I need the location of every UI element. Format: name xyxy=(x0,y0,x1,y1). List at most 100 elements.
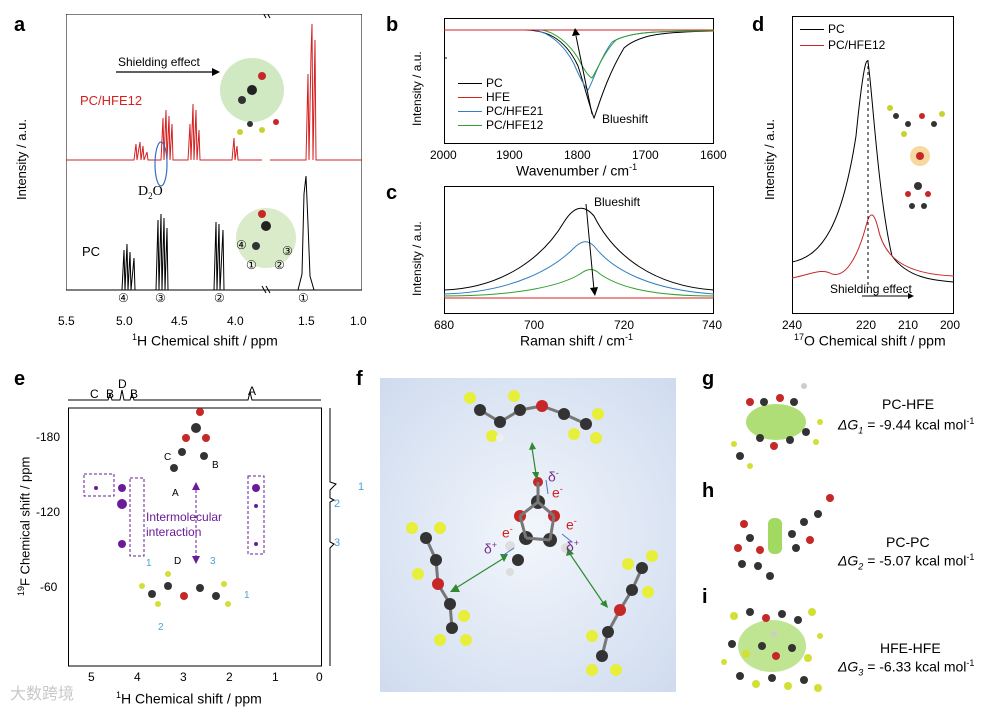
panel-a-xlabel: 1H Chemical shift / ppm xyxy=(132,332,278,349)
panel-e-right-mark: 1 xyxy=(358,481,365,493)
panel-a-xtick: 4.0 xyxy=(227,314,244,328)
panel-e-top-mark: D xyxy=(118,377,127,391)
panel-f-delta-minus: δ- xyxy=(548,468,559,485)
panel-b-legend-pchfe12: PC/HFE12 xyxy=(458,118,543,132)
panel-a-shielding-text: Shielding effect xyxy=(118,55,200,69)
panel-e-mol-label: 3 xyxy=(210,556,216,567)
panel-b-legend-pchfe21: PC/HFE21 xyxy=(458,104,543,118)
panel-e-top-mark: B xyxy=(130,387,139,401)
panel-e-mol-label: 1 xyxy=(146,558,152,569)
panel-b-label: b xyxy=(386,14,399,36)
panel-a-xtick: 1.5 xyxy=(298,314,315,328)
panel-g-label: g xyxy=(702,368,715,390)
watermark: 大数跨境 xyxy=(10,686,75,703)
panel-e-right-mark: 3 xyxy=(334,537,341,549)
panel-a-mol-mark: ① xyxy=(246,258,257,272)
panel-b-xtick: 1800 xyxy=(564,148,591,162)
panel-b-legend-pc: PC xyxy=(458,76,503,90)
panel-e-xtick: 0 xyxy=(316,670,323,684)
panel-b-chart xyxy=(444,18,714,144)
panel-f-figure xyxy=(380,378,676,692)
panel-e-right-mark: 2 xyxy=(334,498,341,510)
panel-d-chart xyxy=(792,16,954,314)
panel-d-xtick: 200 xyxy=(940,318,961,332)
panel-a-mol-mark: ④ xyxy=(236,238,247,252)
panel-d-xtick: 240 xyxy=(782,318,803,332)
panel-h-label: h xyxy=(702,480,715,502)
panel-a-black-label: PC xyxy=(82,244,101,259)
panel-a-red-label: PC/HFE12 xyxy=(80,93,143,108)
panel-b-xtick: 2000 xyxy=(430,148,457,162)
panel-c-xtick: 700 xyxy=(524,318,545,332)
panel-g-title: PC-HFE xyxy=(882,396,935,412)
panel-d-label: d xyxy=(752,14,765,36)
panel-g-energy: ΔG1 = -9.44 kcal mol-1 xyxy=(838,416,975,436)
panel-i-molecule xyxy=(721,608,823,692)
panel-e-xtick: 4 xyxy=(134,670,141,684)
panel-c-xtick: 740 xyxy=(702,318,723,332)
panel-e-mol-label: D xyxy=(174,556,182,567)
panel-b-xtick: 1600 xyxy=(700,148,727,162)
panel-b-annotation: Blueshift xyxy=(602,112,649,126)
panel-a-xtick: 5.5 xyxy=(58,314,75,328)
panel-f-electron: e- xyxy=(552,484,563,501)
panel-e-mol-label: 2 xyxy=(158,622,164,633)
panel-e-mol-label: A xyxy=(172,488,179,499)
panel-b-xtick: 1900 xyxy=(496,148,523,162)
panel-d-legend-pchfe12: PC/HFE12 xyxy=(800,38,885,52)
panel-d-annotation: Shielding effect xyxy=(830,282,912,296)
panel-e-xtick: 5 xyxy=(88,670,95,684)
panel-c-chart xyxy=(444,186,714,314)
panel-i-energy: ΔG3 = -6.33 kcal mol-1 xyxy=(838,658,975,678)
panel-c-label: c xyxy=(386,182,398,204)
panel-f-electron: e- xyxy=(566,516,577,533)
panel-e-xtick: 2 xyxy=(226,670,233,684)
panel-a-d2o-label: D2O xyxy=(138,184,163,201)
panel-a-xtick: 4.5 xyxy=(171,314,188,328)
panel-b-legend-hfe: HFE xyxy=(458,90,510,104)
panel-a-label: a xyxy=(14,14,26,36)
panel-i-title: HFE-HFE xyxy=(880,640,941,656)
panel-h-energy: ΔG2 = -5.07 kcal mol-1 xyxy=(838,552,975,572)
panel-e-ytick: -60 xyxy=(40,580,58,594)
panel-b-xtick: 1700 xyxy=(632,148,659,162)
panel-f-delta-plus: δ+ xyxy=(484,540,498,557)
panel-e-mol-label: B xyxy=(212,460,219,471)
panel-c-xtick: 720 xyxy=(614,318,635,332)
panel-d-xtick: 210 xyxy=(898,318,919,332)
panel-e-top-mark: A xyxy=(248,384,257,398)
panel-e-xtick: 3 xyxy=(180,670,187,684)
panel-g-molecule xyxy=(731,383,823,469)
panel-c-annotation: Blueshift xyxy=(594,195,641,209)
panel-c-xlabel: Raman shift / cm-1 xyxy=(520,332,634,349)
panel-h-title: PC-PC xyxy=(886,534,930,550)
panel-a-peak-mark: ③ xyxy=(155,291,166,305)
panel-e-top-mark: B xyxy=(106,387,115,401)
panel-a-peak-mark: ① xyxy=(298,291,309,305)
panel-e-xtick: 1 xyxy=(272,670,279,684)
panel-b-xlabel: Wavenumber / cm-1 xyxy=(516,162,638,179)
panel-e-chart xyxy=(68,389,337,667)
panel-e-label: e xyxy=(14,368,26,390)
panel-d-xtick: 220 xyxy=(856,318,877,332)
panel-i-label: i xyxy=(702,586,708,608)
panel-a-xtick: 5.0 xyxy=(116,314,133,328)
panel-e-ytick: -180 xyxy=(36,430,61,444)
panel-f-electron: e- xyxy=(502,524,513,541)
panel-h-molecule xyxy=(734,494,834,580)
panel-f-delta-plus: δ+ xyxy=(566,538,580,555)
panel-a-mol-mark: ② xyxy=(274,258,285,272)
panel-a-peak-mark: ④ xyxy=(118,291,129,305)
panel-d-legend-pc: PC xyxy=(800,22,845,36)
panel-f-label: f xyxy=(356,368,363,390)
panel-b-ylabel: Intensity / a.u. xyxy=(410,51,424,126)
panel-e-mol-label: C xyxy=(164,452,172,463)
panel-c-xtick: 680 xyxy=(434,318,455,332)
panel-a-xtick: 1.0 xyxy=(350,314,367,328)
panel-d-ylabel: Intensity / a.u. xyxy=(762,119,777,200)
panel-a-peak-mark: ② xyxy=(214,291,225,305)
panel-e-ylabel: 19F Chemical shift / ppm xyxy=(16,456,33,596)
panel-a-mol-mark: ③ xyxy=(282,244,293,258)
panel-e-ytick: -120 xyxy=(36,505,61,519)
panel-a-chart xyxy=(66,14,362,294)
